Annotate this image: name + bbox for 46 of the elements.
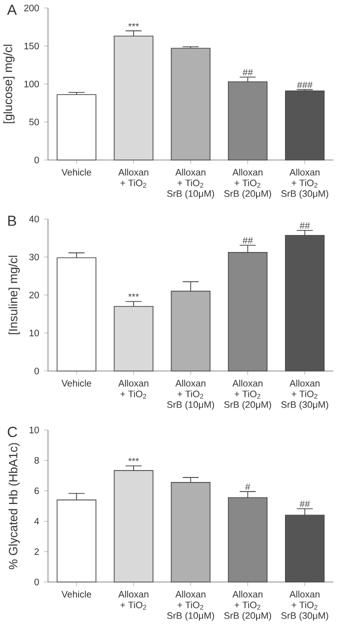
y-tick-label: 2 [34, 548, 39, 555]
x-tick-label: Alloxan + TiO$_{2}$ SrB (30μM) [281, 590, 328, 621]
annotation: *** [128, 23, 139, 26]
x-tick-label: Alloxan + TiO$_{2}$ [118, 380, 148, 399]
y-tick-label: 4 [34, 518, 40, 524]
y-tick-label: 100 [24, 80, 39, 88]
x-tick-label: Alloxan + TiO$_{2}$ SrB (30μM) [281, 380, 328, 410]
y-tick-label: 6 [34, 488, 39, 494]
y-tick-label: 50 [29, 118, 39, 126]
y-tick-label: 0 [34, 578, 39, 586]
x-tick-label: Alloxan + TiO$_{2}$ SrB (10μM) [167, 590, 214, 621]
y-tick-label: 8 [34, 457, 39, 464]
y-axis-title: % Glycated Hb (HbA1c) [8, 443, 20, 570]
y-tick-label: 30 [29, 254, 39, 260]
y-tick-label: 10 [30, 330, 39, 336]
annotation: ## [300, 500, 310, 508]
annotation: # [245, 484, 250, 490]
x-tick-label: Alloxan + TiO$_{2}$ [118, 168, 148, 188]
annotation: *** [128, 293, 139, 297]
annotation: ## [300, 222, 310, 229]
y-tick-label: 150 [24, 42, 39, 50]
annotation: *** [128, 458, 139, 462]
chart-title: C [8, 426, 18, 438]
y-tick-label: 10 [30, 426, 39, 434]
y-tick-label: 200 [24, 4, 39, 12]
y-tick-label: 20 [29, 292, 39, 298]
y-tick-label: 0 [34, 156, 39, 164]
x-tick-label: Vehicle [62, 380, 92, 387]
chart-title: B [8, 216, 16, 226]
x-tick-label: Alloxan + TiO$_{2}$ [118, 590, 148, 610]
x-tick-label: Alloxan + TiO$_{2}$ SrB (20μM) [224, 380, 272, 410]
x-tick-label: Alloxan + TiO$_{2}$ SrB (30μM) [281, 168, 328, 199]
y-tick-label: 40 [29, 216, 39, 222]
x-tick-label: Vehicle [62, 590, 92, 598]
annotation: ## [242, 69, 253, 76]
annotation: ### [297, 82, 313, 88]
x-tick-label: Vehicle [62, 168, 92, 176]
x-tick-label: Alloxan + TiO$_{2}$ SrB (20μM) [224, 590, 272, 621]
x-tick-label: Alloxan + TiO$_{2}$ SrB (20μM) [224, 168, 272, 199]
y-axis-title: [glucose] mg/cl [3, 44, 15, 124]
y-tick-label: 0 [34, 368, 39, 374]
y-axis-title: [Insuline] mg/cl [8, 256, 20, 334]
x-tick-label: Alloxan + TiO$_{2}$ SrB (10μM) [167, 380, 214, 410]
x-tick-label: Alloxan + TiO$_{2}$ SrB (10μM) [167, 168, 214, 199]
annotation: ## [242, 237, 253, 244]
chart-title: A [7, 4, 17, 15]
